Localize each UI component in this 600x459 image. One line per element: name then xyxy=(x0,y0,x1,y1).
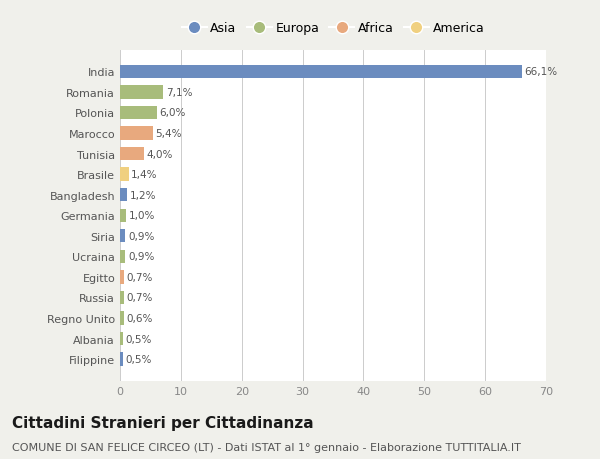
Text: 0,9%: 0,9% xyxy=(128,252,154,262)
Text: 7,1%: 7,1% xyxy=(166,88,192,98)
Text: 0,5%: 0,5% xyxy=(125,354,152,364)
Bar xyxy=(120,291,124,304)
Bar xyxy=(120,66,522,79)
Text: 1,0%: 1,0% xyxy=(128,211,155,221)
Text: COMUNE DI SAN FELICE CIRCEO (LT) - Dati ISTAT al 1° gennaio - Elaborazione TUTTI: COMUNE DI SAN FELICE CIRCEO (LT) - Dati … xyxy=(12,442,521,452)
Bar xyxy=(120,168,128,181)
Bar xyxy=(120,106,157,120)
Bar xyxy=(120,147,145,161)
Text: 1,2%: 1,2% xyxy=(130,190,156,200)
Bar xyxy=(120,86,163,99)
Bar xyxy=(120,209,126,223)
Text: 0,6%: 0,6% xyxy=(126,313,152,323)
Text: 66,1%: 66,1% xyxy=(525,67,558,77)
Text: 4,0%: 4,0% xyxy=(147,149,173,159)
Text: 5,4%: 5,4% xyxy=(155,129,182,139)
Bar xyxy=(120,312,124,325)
Text: 0,5%: 0,5% xyxy=(125,334,152,344)
Legend: Asia, Europa, Africa, America: Asia, Europa, Africa, America xyxy=(176,17,490,40)
Bar xyxy=(120,332,123,346)
Text: 0,7%: 0,7% xyxy=(127,272,153,282)
Bar xyxy=(120,127,153,140)
Bar xyxy=(120,250,125,263)
Text: 1,4%: 1,4% xyxy=(131,170,157,180)
Text: 0,9%: 0,9% xyxy=(128,231,154,241)
Text: 0,7%: 0,7% xyxy=(127,293,153,303)
Text: 6,0%: 6,0% xyxy=(159,108,185,118)
Bar xyxy=(120,230,125,243)
Text: Cittadini Stranieri per Cittadinanza: Cittadini Stranieri per Cittadinanza xyxy=(12,415,314,431)
Bar xyxy=(120,271,124,284)
Bar xyxy=(120,353,123,366)
Bar xyxy=(120,189,127,202)
